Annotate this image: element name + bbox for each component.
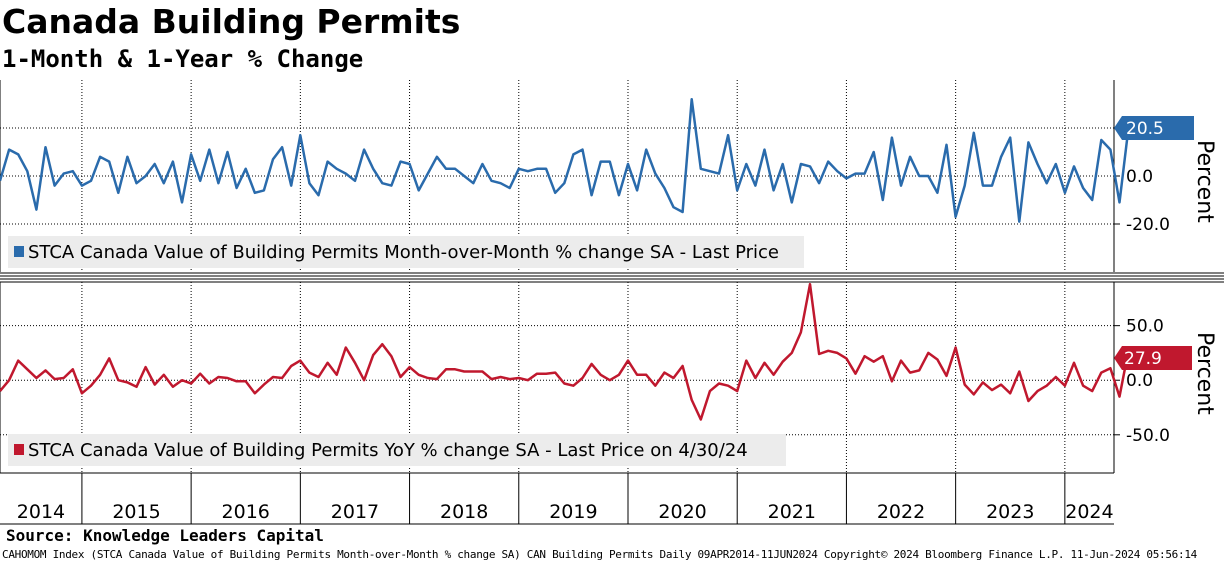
mom-series-line [0, 97, 1130, 223]
mom-last-value: 20.5 [1126, 119, 1164, 139]
yoy-legend-label: STCA Canada Value of Building Permits Yo… [28, 440, 748, 461]
yoy-series-line [0, 282, 1130, 421]
mom-panel: 20.00.0-20.0 STCA Canada Value of Buildi… [0, 80, 1217, 272]
mom-legend-label: STCA Canada Value of Building Permits Mo… [28, 242, 779, 263]
x-year-label: 2021 [768, 501, 816, 523]
yoy-y-tick-label: 50.0 [1126, 317, 1164, 337]
yoy-y-tick-label: -50.0 [1126, 426, 1170, 446]
x-axis-year-ticks [81, 473, 1066, 524]
mom-legend-swatch [14, 246, 24, 257]
yoy-legend-swatch [14, 444, 24, 455]
yoy-y-axis-label: Percent [1192, 332, 1217, 415]
yoy-last-value-marker [1114, 346, 1192, 370]
yoy-last-value-tag: 27.9 [1114, 346, 1192, 370]
mom-y-axis-label: Percent [1192, 140, 1217, 223]
yoy-panel: 50.0 0.0 -50.0 STCA Canada Value of Buildi… [0, 282, 1217, 473]
x-year-label: 2014 [17, 501, 65, 523]
x-year-label: 2017 [331, 501, 379, 523]
yoy-legend-box [8, 434, 786, 466]
x-year-label: 2016 [222, 501, 270, 523]
yoy-y-axis-ticks: 50.0 0.0 -50.0 [1114, 317, 1170, 446]
x-axis-year-labels: 2014 2015 2016 2017 2018 2019 2020 2021 2022 2023… [17, 501, 1114, 523]
x-year-label: 2018 [440, 501, 488, 523]
x-year-label: 2022 [877, 501, 925, 523]
x-year-label: 2020 [658, 501, 706, 523]
mom-last-value-marker [1114, 116, 1194, 140]
x-year-label: 2019 [549, 501, 597, 523]
chart-subtitle: 1-Month & 1-Year % Change [2, 45, 364, 73]
source-note: Source: Knowledge Leaders Capital [6, 526, 324, 545]
x-year-label: 2023 [986, 501, 1034, 523]
yoy-last-value: 27.9 [1124, 349, 1162, 369]
bloomberg-footer: CAHOMOM Index (STCA Canada Value of Buil… [2, 548, 1197, 561]
mom-last-value-tag: 20.5 [1114, 116, 1194, 140]
x-year-label: 2024 [1065, 501, 1113, 523]
yoy-y-tick-label: 0.0 [1126, 371, 1153, 391]
x-year-label: 2015 [112, 501, 160, 523]
mom-legend-box [8, 236, 804, 268]
mom-y-tick-label: 0.0 [1126, 167, 1153, 187]
chart-title: Canada Building Permits [2, 2, 461, 41]
mom-y-tick-label: -20.0 [1126, 215, 1170, 235]
